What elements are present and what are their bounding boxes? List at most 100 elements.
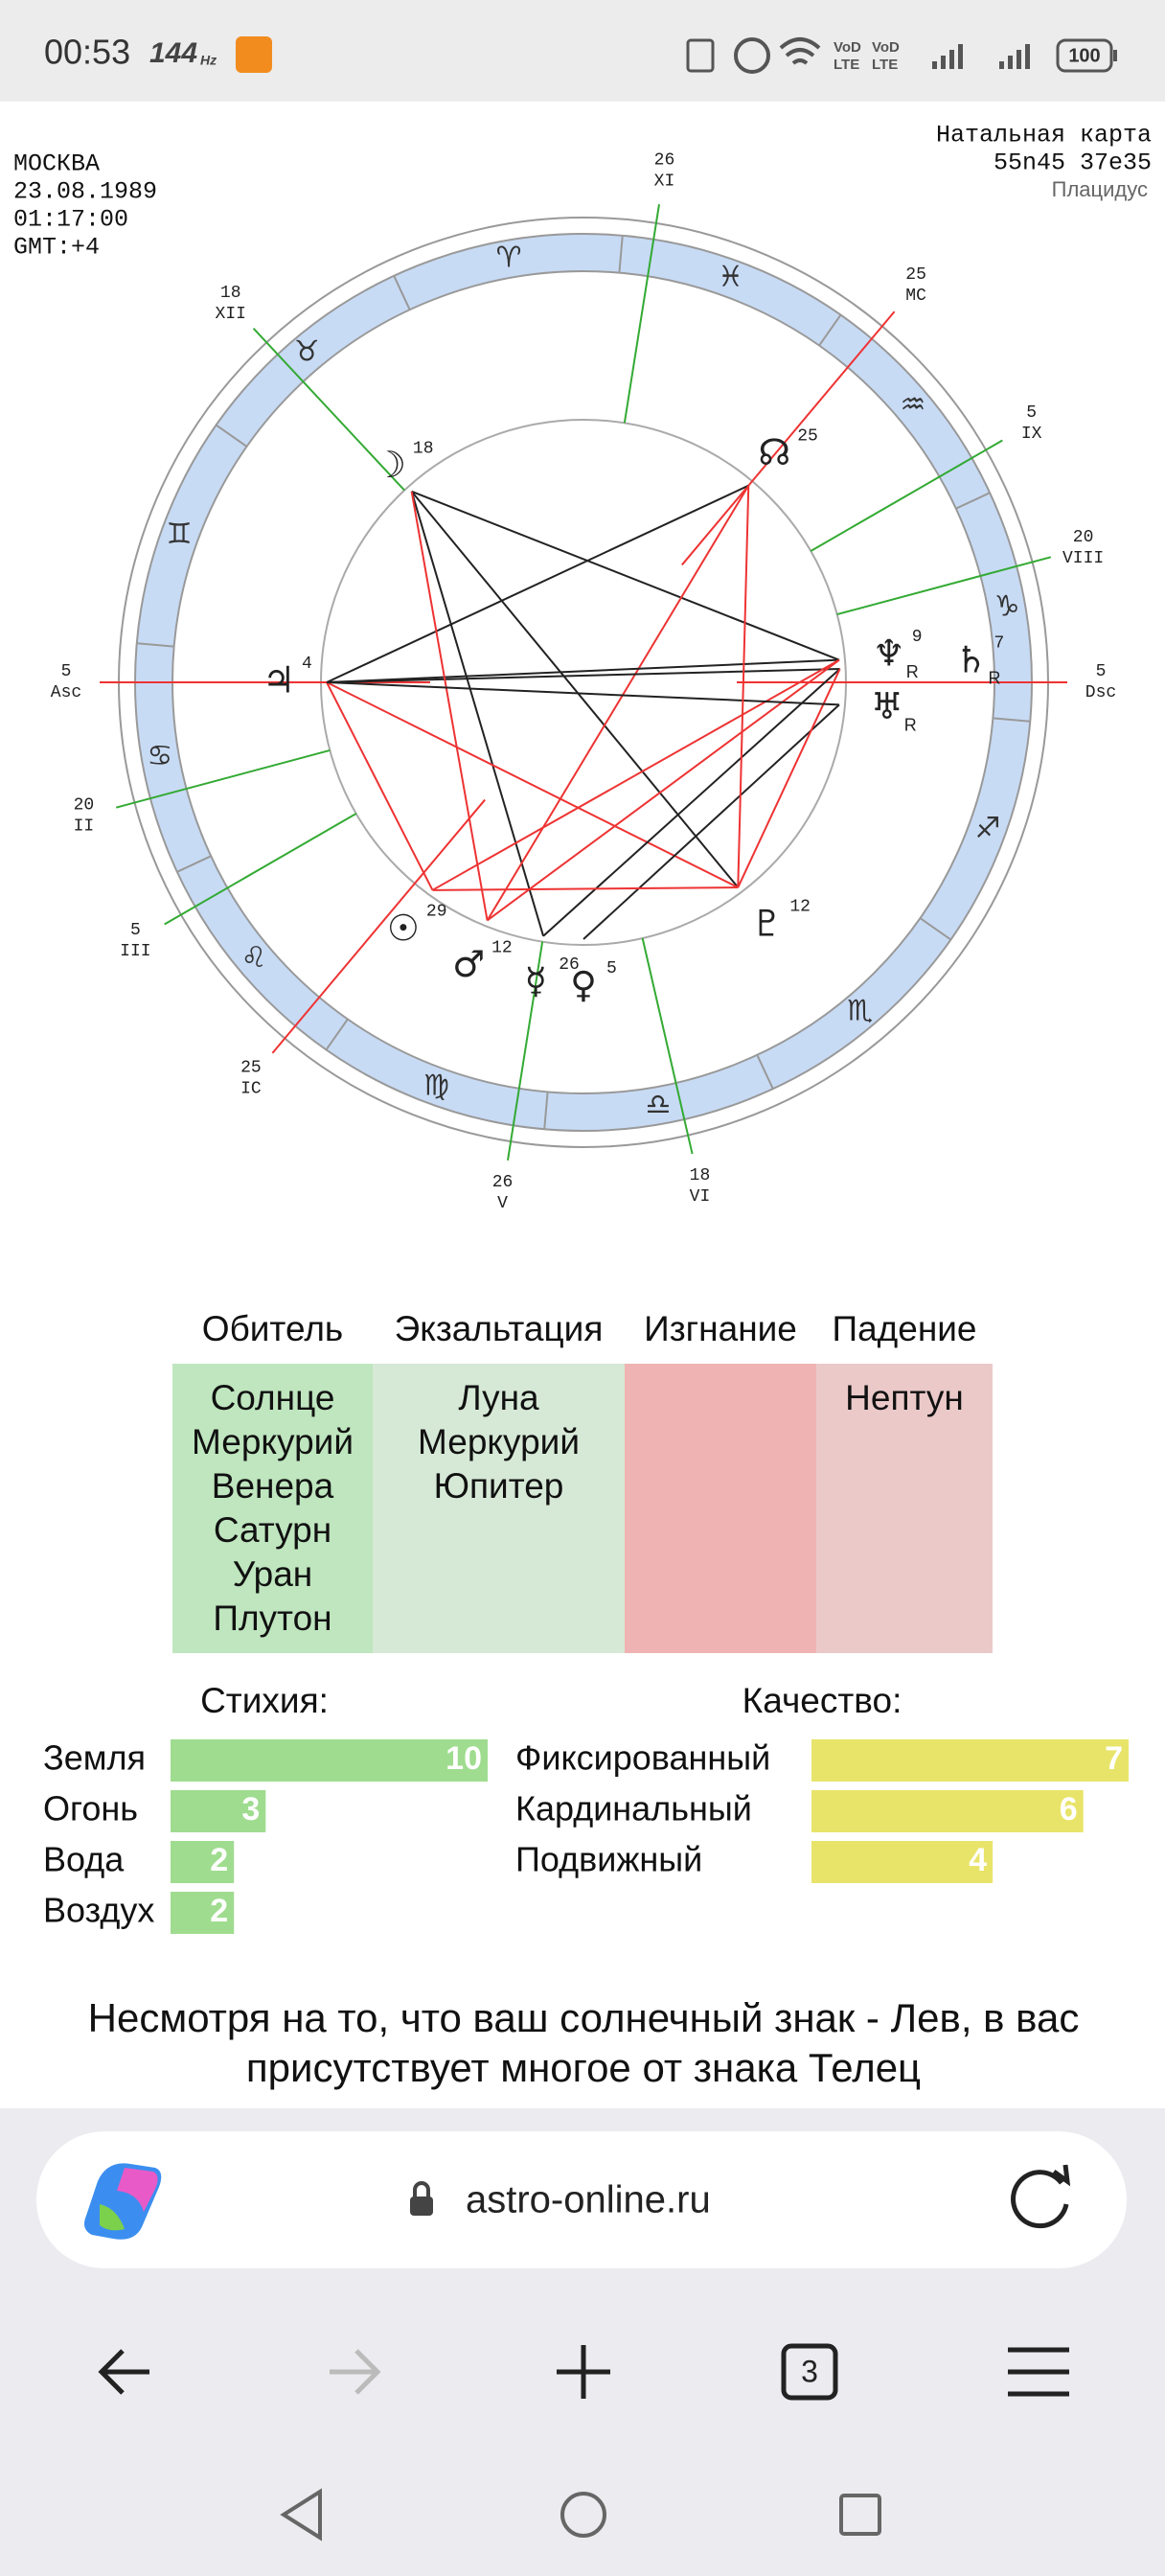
zodiac-sign: ♋ [147,739,172,772]
dignity-header: Обитель [202,1309,343,1348]
stats-value: 3 [241,1791,260,1828]
house-system: Плацидус [1052,177,1148,201]
status-icons: VoD LTE VoD LTE [686,37,1117,74]
planet-retro: R [906,662,919,681]
house-name: V [497,1194,508,1213]
url[interactable]: astro-online.ru [466,2179,711,2221]
planet-retro: R [988,669,1000,688]
natal-wheel: ♈♉♊♋♌♍♎♏♐♑♒♓Asc5II20III5IC25V26VI18Dsc5V… [51,150,1116,1213]
planet-degree: 25 [797,426,818,446]
stats-label: Вода [43,1840,125,1879]
house-cusp [164,813,357,926]
aspect-line [737,485,750,888]
new-tab-button[interactable] [557,2345,610,2399]
sign-divider [176,855,212,873]
planet-degree: 18 [413,439,434,458]
aspect-line [582,703,840,940]
conclusion-line: Несмотря на то, что ваш солнечный знак -… [88,1995,1080,2040]
stats-bar [171,1841,235,1883]
planet-degree: 12 [491,938,513,957]
clock: 00:53 [44,33,130,72]
dignity-cell [816,1364,993,1653]
zodiac-sign: ♒ [901,388,926,422]
house-name: VIII [1062,549,1104,568]
dignity-planet: Юпитер [434,1466,564,1506]
planet-retro: R [904,715,917,734]
nav-recents[interactable] [839,2494,881,2536]
planet-glyph: ♀ [570,964,597,1006]
aspect-line [326,484,749,683]
dignity-planet: Меркурий [418,1422,580,1461]
aspect-line [326,681,840,706]
stats-label: Подвижный [515,1840,702,1879]
aspect-line [431,658,840,891]
forward-button[interactable] [330,2349,381,2395]
dignity-header: Падение [832,1309,976,1348]
aspect-line [486,485,750,922]
zodiac-sign: ♎ [646,1089,672,1122]
stats-label: Земля [43,1738,146,1778]
house-degree: 25 [240,1058,262,1077]
stats-value: 4 [969,1842,987,1878]
dignity-planet: Луна [458,1378,539,1417]
stats-value: 2 [210,1893,228,1929]
zodiac-sign: ♍ [423,1069,449,1102]
nav-back[interactable] [280,2488,322,2542]
tabs-button[interactable] [781,2343,838,2401]
aspect-line [487,658,840,922]
dignity-planet: Меркурий [192,1422,354,1461]
dignity-header: Экзальтация [395,1309,604,1348]
sign-divider [393,275,411,310]
house-cusp [623,204,660,424]
planet-degree: 9 [912,628,923,647]
stats-bar [171,1739,488,1782]
lock-icon [410,2181,433,2216]
house-name: IX [1021,425,1042,444]
menu-button[interactable] [1008,2347,1069,2397]
aspect-line [410,491,489,921]
sign-divider [618,235,624,273]
house-degree: 5 [61,662,72,681]
aspect-line [411,490,840,661]
house-cusp [115,748,331,809]
dignity-header: Изгнание [644,1309,797,1348]
planet-glyph: ♆ [873,632,905,675]
house-cusp [271,798,486,1054]
copilot-button[interactable] [84,2163,162,2240]
house-name: XI [654,172,675,191]
stats-bar [171,1892,235,1934]
birth-time: 01:17:00 [13,206,128,234]
zodiac-sign: ♑ [994,590,1020,624]
aspect-line [737,668,841,888]
stats-value: 6 [1060,1791,1078,1828]
house-name: XII [216,305,246,324]
dignity-cell [172,1364,373,1653]
aspect-line [432,886,739,891]
reload-button[interactable] [1011,2170,1069,2229]
refresh-rate: 144 [149,37,197,69]
svg-text:LTE: LTE [834,57,859,73]
house-degree: 26 [654,150,675,170]
back-button[interactable] [98,2349,149,2395]
house-degree: 18 [690,1166,711,1185]
planet-degree: 7 [994,634,1004,654]
planet-glyph: ☽ [374,444,406,486]
stats-value: 2 [210,1842,228,1878]
house-degree: 20 [74,796,95,816]
stats-bar [811,1739,1129,1782]
house-degree: 20 [1073,528,1094,547]
zodiac-sign: ♓ [718,261,743,294]
address-bar[interactable] [36,2131,1127,2268]
dignity-cell [625,1364,816,1653]
dignity-planet: Уран [233,1554,312,1594]
house-name: MC [905,287,926,306]
planet-degree: 26 [559,955,580,975]
house-cusp [681,310,896,566]
sign-divider [136,642,174,648]
city: МОСКВА [13,150,100,178]
aspect-line [326,658,840,683]
aspect-line [410,491,740,888]
nav-home[interactable] [560,2492,606,2538]
